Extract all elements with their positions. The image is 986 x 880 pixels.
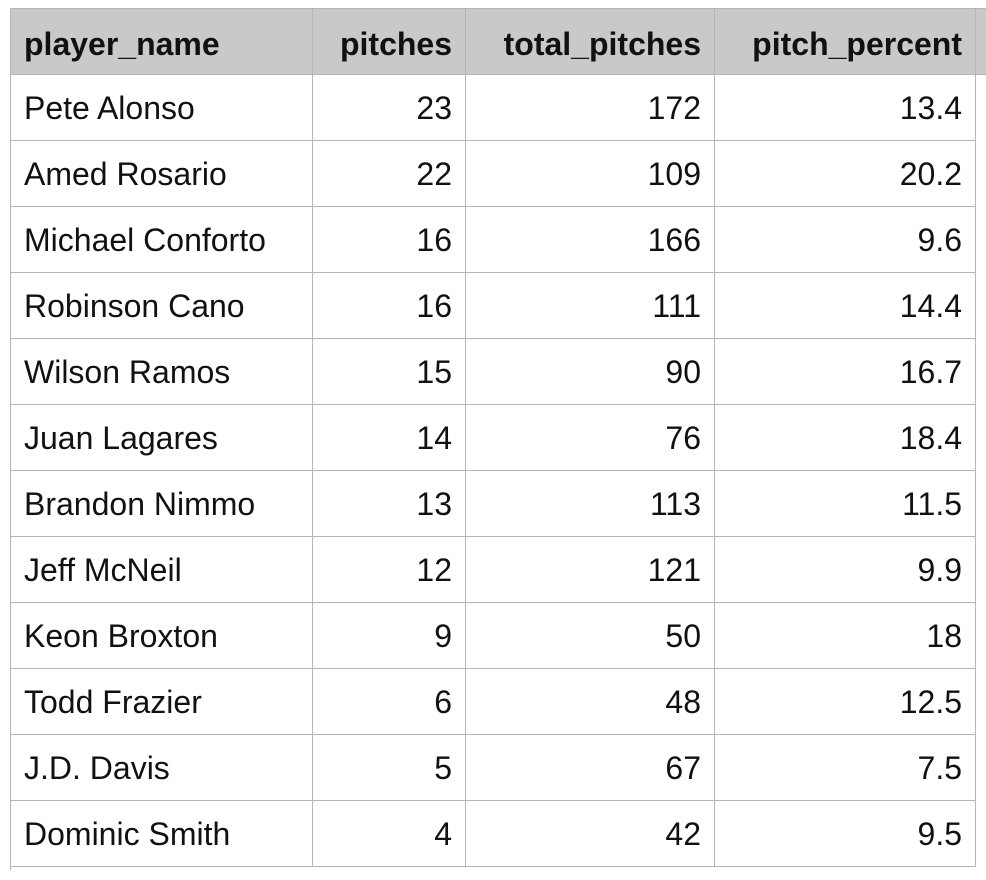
column-header: pitches xyxy=(312,8,466,75)
player-name-cell: Robinson Cano xyxy=(11,273,313,339)
number-cell: 12 xyxy=(312,537,466,603)
number-cell: 9.5 xyxy=(714,801,976,867)
header-overflow xyxy=(975,8,986,75)
number-cell: 5 xyxy=(312,735,466,801)
number-cell: 11.5 xyxy=(714,471,976,537)
number-cell: 90 xyxy=(465,339,715,405)
top-border xyxy=(10,8,986,9)
number-cell: 18 xyxy=(714,603,976,669)
player-name-cell: Jeff McNeil xyxy=(11,537,313,603)
number-cell: 9.9 xyxy=(714,537,976,603)
number-cell: 166 xyxy=(465,207,715,273)
number-cell: 6 xyxy=(312,669,466,735)
number-cell: 15 xyxy=(312,339,466,405)
number-cell: 13 xyxy=(312,471,466,537)
player-name-cell: Brandon Nimmo xyxy=(11,471,313,537)
number-cell: 18.4 xyxy=(714,405,976,471)
player-name-cell: Keon Broxton xyxy=(11,603,313,669)
number-cell: 16.7 xyxy=(714,339,976,405)
number-cell: 111 xyxy=(465,273,715,339)
player-name-cell: J.D. Davis xyxy=(11,735,313,801)
player-name-cell: Amed Rosario xyxy=(11,141,313,207)
column-header: player_name xyxy=(11,8,313,75)
number-cell: 67 xyxy=(465,735,715,801)
number-cell: 9.6 xyxy=(714,207,976,273)
number-cell: 13.4 xyxy=(714,75,976,141)
number-cell: 4 xyxy=(312,801,466,867)
number-cell: 48 xyxy=(465,669,715,735)
player-name-cell: Todd Frazier xyxy=(11,669,313,735)
number-cell: 16 xyxy=(312,273,466,339)
number-cell: 12.5 xyxy=(714,669,976,735)
number-cell: 14 xyxy=(312,405,466,471)
number-cell: 20.2 xyxy=(714,141,976,207)
number-cell: 50 xyxy=(465,603,715,669)
number-cell: 172 xyxy=(465,75,715,141)
player-name-cell: Pete Alonso xyxy=(11,75,313,141)
left-border xyxy=(10,8,11,870)
number-cell: 76 xyxy=(465,405,715,471)
player-name-cell: Dominic Smith xyxy=(11,801,313,867)
player-name-cell: Juan Lagares xyxy=(11,405,313,471)
number-cell: 7.5 xyxy=(714,735,976,801)
number-cell: 42 xyxy=(465,801,715,867)
number-cell: 14.4 xyxy=(714,273,976,339)
column-header: total_pitches xyxy=(465,8,715,75)
player-name-cell: Michael Conforto xyxy=(11,207,313,273)
header-background xyxy=(10,8,986,75)
number-cell: 16 xyxy=(312,207,466,273)
number-cell: 9 xyxy=(312,603,466,669)
number-cell: 121 xyxy=(465,537,715,603)
column-header: pitch_percent xyxy=(714,8,976,75)
number-cell: 113 xyxy=(465,471,715,537)
number-cell: 23 xyxy=(312,75,466,141)
player-name-cell: Wilson Ramos xyxy=(11,339,313,405)
number-cell: 109 xyxy=(465,141,715,207)
number-cell: 22 xyxy=(312,141,466,207)
